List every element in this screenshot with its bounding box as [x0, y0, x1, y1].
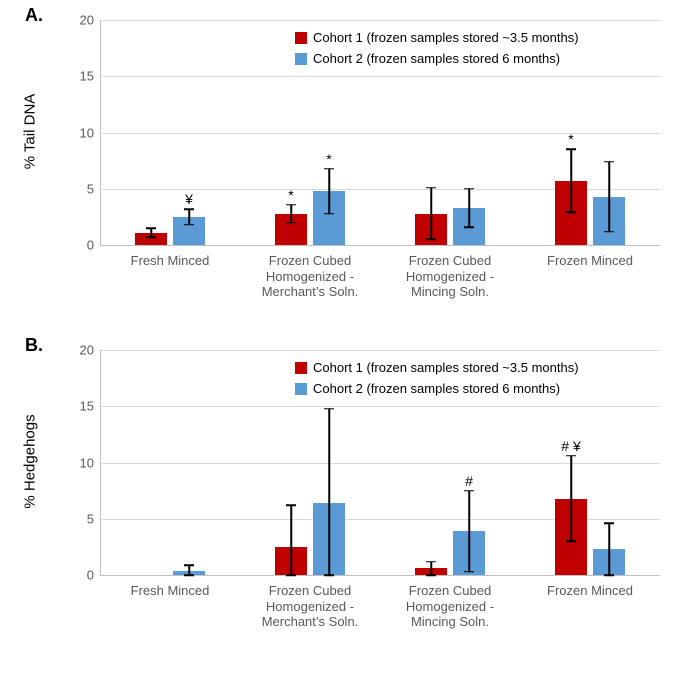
- significance-marker: #: [465, 473, 473, 489]
- legend-text: Cohort 1 (frozen samples stored ~3.5 mon…: [313, 30, 579, 45]
- legend-swatch: [295, 362, 307, 374]
- significance-marker: ¥: [185, 191, 193, 207]
- legend-item: Cohort 1 (frozen samples stored ~3.5 mon…: [295, 30, 579, 45]
- y-tick-label: 15: [80, 69, 94, 84]
- y-tick-label: 10: [80, 455, 94, 470]
- error-bar: [570, 149, 572, 212]
- error-bar-cap: [324, 168, 334, 170]
- x-tick-label: Frozen CubedHomogenized -Mincing Soln.: [406, 253, 494, 300]
- error-bar: [188, 209, 190, 225]
- legend: Cohort 1 (frozen samples stored ~3.5 mon…: [295, 360, 579, 402]
- error-bar-cap: [286, 574, 296, 576]
- error-bar: [430, 188, 432, 240]
- legend-swatch: [295, 383, 307, 395]
- error-bar: [290, 205, 292, 223]
- legend-text: Cohort 2 (frozen samples stored 6 months…: [313, 51, 560, 66]
- significance-marker: *: [288, 187, 293, 203]
- error-bar-cap: [426, 239, 436, 241]
- error-bar-cap: [286, 505, 296, 507]
- significance-marker: *: [568, 131, 573, 147]
- significance-marker: *: [326, 151, 331, 167]
- gridline: [100, 350, 660, 351]
- error-bar-cap: [184, 574, 194, 576]
- error-bar-cap: [604, 161, 614, 163]
- error-bar-cap: [464, 226, 474, 228]
- y-tick-label: 20: [80, 13, 94, 28]
- error-bar-cap: [184, 565, 194, 567]
- error-bar-cap: [566, 541, 576, 543]
- error-bar-cap: [426, 187, 436, 189]
- error-bar: [608, 162, 610, 232]
- error-bar-cap: [464, 188, 474, 190]
- panel-label: A.: [25, 5, 43, 26]
- x-tick-label: Fresh Minced: [131, 253, 210, 269]
- significance-marker: # ¥: [561, 438, 580, 454]
- x-tick-label: Frozen CubedHomogenized -Merchant’s Soln…: [262, 583, 359, 630]
- x-tick-label: Frozen CubedHomogenized -Merchant’s Soln…: [262, 253, 359, 300]
- x-tick-label: Frozen Minced: [547, 583, 633, 599]
- error-bar-cap: [604, 574, 614, 576]
- error-bar-cap: [324, 408, 334, 410]
- error-bar-cap: [324, 213, 334, 215]
- axis-line: [100, 350, 101, 575]
- error-bar-cap: [146, 227, 156, 229]
- error-bar-cap: [566, 212, 576, 214]
- x-tick-label: Frozen Minced: [547, 253, 633, 269]
- y-tick-label: 5: [87, 511, 94, 526]
- error-bar-cap: [566, 149, 576, 151]
- error-bar-cap: [464, 571, 474, 573]
- gridline: [100, 406, 660, 407]
- error-bar-cap: [184, 208, 194, 210]
- axis-line: [100, 245, 660, 246]
- y-axis-label: % Hedgehogs: [22, 401, 39, 521]
- error-bar-cap: [566, 455, 576, 457]
- error-bar: [328, 169, 330, 214]
- legend-swatch: [295, 32, 307, 44]
- error-bar: [468, 189, 470, 227]
- error-bar: [570, 456, 572, 542]
- legend-item: Cohort 1 (frozen samples stored ~3.5 mon…: [295, 360, 579, 375]
- error-bar: [608, 523, 610, 575]
- error-bar-cap: [604, 523, 614, 525]
- legend: Cohort 1 (frozen samples stored ~3.5 mon…: [295, 30, 579, 72]
- error-bar-cap: [184, 224, 194, 226]
- legend-text: Cohort 2 (frozen samples stored 6 months…: [313, 381, 560, 396]
- gridline: [100, 20, 660, 21]
- y-tick-label: 5: [87, 181, 94, 196]
- y-tick-label: 15: [80, 399, 94, 414]
- error-bar-cap: [426, 561, 436, 563]
- y-tick-label: 0: [87, 568, 94, 583]
- gridline: [100, 463, 660, 464]
- gridline: [100, 133, 660, 134]
- legend-swatch: [295, 53, 307, 65]
- error-bar-cap: [426, 574, 436, 576]
- y-tick-label: 10: [80, 125, 94, 140]
- error-bar: [468, 491, 470, 572]
- error-bar-cap: [286, 204, 296, 206]
- gridline: [100, 76, 660, 77]
- error-bar: [328, 409, 330, 576]
- error-bar-cap: [146, 236, 156, 238]
- legend-item: Cohort 2 (frozen samples stored 6 months…: [295, 381, 579, 396]
- panel-label: B.: [25, 335, 43, 356]
- y-tick-label: 0: [87, 238, 94, 253]
- x-tick-label: Fresh Minced: [131, 583, 210, 599]
- error-bar-cap: [324, 574, 334, 576]
- legend-item: Cohort 2 (frozen samples stored 6 months…: [295, 51, 579, 66]
- legend-text: Cohort 1 (frozen samples stored ~3.5 mon…: [313, 360, 579, 375]
- axis-line: [100, 20, 101, 245]
- error-bar-cap: [464, 490, 474, 492]
- error-bar: [290, 505, 292, 575]
- y-axis-label: % Tail DNA: [22, 71, 39, 191]
- error-bar: [430, 562, 432, 576]
- error-bar-cap: [286, 222, 296, 224]
- y-tick-label: 20: [80, 343, 94, 358]
- x-tick-label: Frozen CubedHomogenized -Mincing Soln.: [406, 583, 494, 630]
- error-bar-cap: [604, 231, 614, 233]
